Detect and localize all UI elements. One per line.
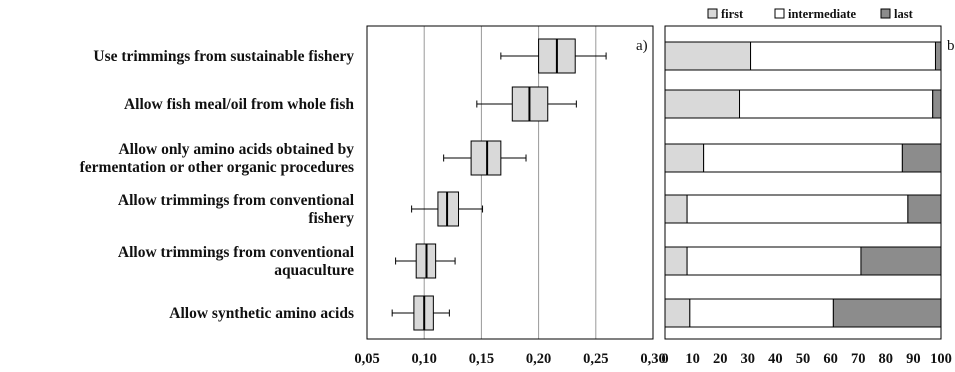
category-label: Use trimmings from sustainable fishery (93, 48, 354, 65)
bar-segment-last (934, 41, 942, 71)
bar-segment-first (664, 246, 688, 276)
stacked-bar (664, 246, 942, 276)
stacked-bar-panel: 0 10 20 30 40 50 60 70 80 90 100 (661, 25, 952, 367)
x-tick-label: 80 (879, 351, 894, 367)
category-label: Allow only amino acids obtained by (118, 141, 354, 158)
x-tick-label: 0 (661, 351, 668, 367)
stacked-bar (664, 41, 942, 71)
x-tick-label: 0,05 (354, 351, 379, 367)
stacked-bar (664, 143, 942, 173)
x-tick-label: 70 (851, 351, 866, 367)
boxplot-plot-frame (366, 25, 654, 340)
stacked-bar-plot-frame (664, 25, 942, 340)
bar-segment-first (664, 194, 688, 224)
x-tick-label: 20 (713, 351, 728, 367)
x-tick-label: 0,20 (526, 351, 551, 367)
category-label: Allow synthetic amino acids (169, 305, 354, 322)
panel-label-b: b) (947, 38, 955, 54)
bar-segment-last (901, 143, 942, 173)
stacked-bar (664, 298, 942, 328)
x-tick-label: 0,15 (469, 351, 494, 367)
legend-label-last: last (894, 7, 914, 21)
boxplot-gridlines (423, 26, 597, 339)
category-label: Allow fish meal/oil from whole fish (124, 96, 354, 113)
bar-segment-first (664, 41, 752, 71)
bar-segment-last (860, 246, 942, 276)
box-plot-item (411, 191, 484, 227)
legend-swatch-intermediate (774, 8, 785, 19)
bar-segment-last (907, 194, 942, 224)
boxplot-x-tick-labels: 0,05 0,10 0,15 0,20 0,25 0,30 (354, 351, 665, 367)
legend-label-intermediate: intermediate (788, 7, 856, 21)
stacked-bar-marks (664, 41, 942, 328)
bar-segment-last (832, 298, 942, 328)
box-plot-item (395, 243, 456, 279)
box-plot-item (500, 38, 607, 74)
box-plot-item (391, 295, 450, 331)
bar-segment-first (664, 143, 705, 173)
boxplot-panel: 0,05 0,10 0,15 0,20 0,25 0,30 (354, 25, 666, 367)
x-tick-label: 0,25 (583, 351, 608, 367)
legend-swatch-last (880, 8, 891, 19)
x-tick-label: 100 (930, 351, 952, 367)
legend-swatch-first (707, 8, 718, 19)
legend: first intermediate last (707, 7, 914, 21)
stacked-bar (664, 89, 942, 119)
box-iqr (437, 191, 460, 227)
category-label: fishery (308, 210, 354, 227)
x-tick-label: 0,10 (412, 351, 437, 367)
x-tick-label: 0,30 (640, 351, 665, 367)
x-tick-label: 40 (768, 351, 783, 367)
stacked-bar-x-tick-labels: 0 10 20 30 40 50 60 70 80 90 100 (661, 351, 952, 367)
boxplot-marks (391, 38, 607, 331)
bar-segment-first (664, 89, 741, 119)
legend-label-first: first (721, 7, 744, 21)
bar-segment-intermediate (703, 143, 903, 173)
category-labels: Use trimmings from sustainable fishery Al… (80, 48, 355, 322)
category-label: aquaculture (274, 262, 354, 279)
bar-segment-intermediate (686, 194, 909, 224)
bar-segment-intermediate (750, 41, 936, 71)
x-tick-label: 90 (906, 351, 921, 367)
bar-segment-intermediate (689, 298, 834, 328)
category-label: fermentation or other organic procedures (80, 159, 354, 176)
panel-label-a: a) (636, 38, 648, 54)
bar-segment-first (664, 298, 691, 328)
bar-segment-intermediate (686, 246, 862, 276)
x-tick-label: 60 (823, 351, 838, 367)
box-plot-item (476, 86, 577, 122)
x-tick-label: 30 (741, 351, 756, 367)
bar-segment-intermediate (739, 89, 934, 119)
box-iqr (470, 140, 502, 176)
category-label: Allow trimmings from conventional (118, 244, 355, 261)
category-label: Allow trimmings from conventional (118, 192, 355, 209)
x-tick-label: 10 (685, 351, 700, 367)
stacked-bar (664, 194, 942, 224)
bar-segment-last (932, 89, 942, 119)
box-plot-item (443, 140, 527, 176)
x-tick-label: 50 (796, 351, 811, 367)
